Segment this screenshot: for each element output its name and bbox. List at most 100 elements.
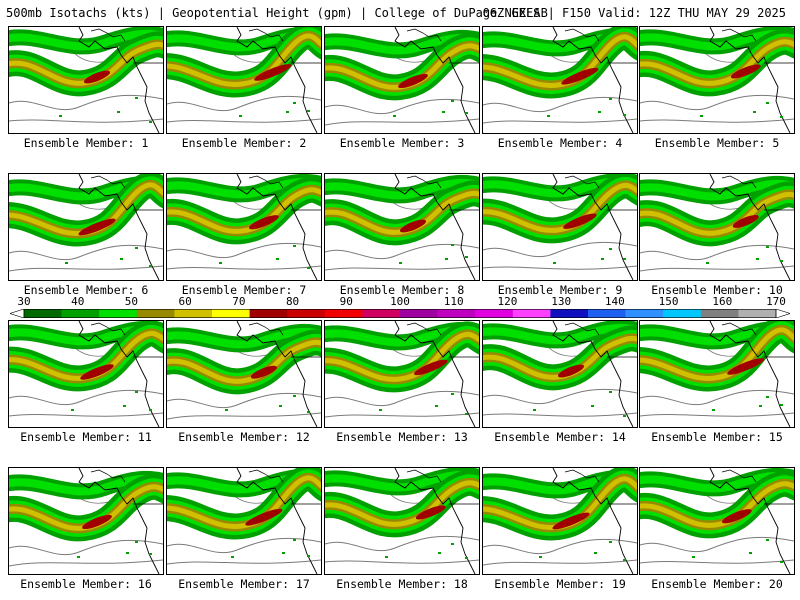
- isotach-map: [483, 174, 637, 280]
- height-contour: [483, 241, 637, 258]
- isotach-speckle: [759, 405, 762, 407]
- height-contour: [167, 392, 321, 409]
- colorbar-min-arrow: [10, 309, 25, 318]
- height-contour: [325, 559, 479, 564]
- height-contour: [483, 559, 637, 566]
- isotach-speckle: [623, 258, 626, 260]
- height-contour: [9, 412, 163, 417]
- height-contour: [9, 559, 163, 567]
- colorbar-segment: [99, 309, 138, 318]
- isotach-map: [640, 174, 794, 280]
- isotach-speckle: [766, 246, 769, 248]
- colorbar-tick-label: 60: [178, 295, 192, 308]
- jet-core: [721, 509, 752, 524]
- jet-core: [552, 512, 590, 530]
- jet-core: [248, 215, 279, 230]
- isotach-speckle: [609, 541, 612, 543]
- height-contour: [483, 265, 637, 270]
- height-contour: [325, 412, 479, 418]
- member-label: Ensemble Member: 17: [178, 577, 310, 591]
- coastline: [552, 468, 634, 574]
- coastline: [394, 174, 476, 280]
- isotach-speckle: [780, 561, 783, 563]
- map-panel: [166, 320, 322, 428]
- isotach-speckle: [609, 98, 612, 100]
- coastline: [709, 321, 791, 427]
- isotach-speckle: [120, 258, 123, 260]
- height-contour: [167, 242, 321, 259]
- isotach-speckle: [286, 111, 289, 113]
- coastline: [248, 322, 284, 336]
- ensemble-panel: Ensemble Member: 13: [324, 320, 480, 444]
- coastline: [721, 28, 757, 42]
- colorbar-segment: [61, 309, 100, 318]
- colorbar-tick-label: 120: [497, 295, 518, 308]
- isotach-map: [167, 174, 321, 280]
- isotach-speckle: [135, 97, 138, 99]
- isotach-speckle: [594, 552, 597, 554]
- height-contour: [640, 94, 794, 111]
- isotach-map: [325, 174, 479, 280]
- ensemble-panel: Ensemble Member: 8: [324, 173, 480, 297]
- isotach-speckle: [609, 391, 612, 393]
- isotach-speckle: [393, 115, 396, 117]
- coastline: [236, 321, 318, 427]
- map-panel: [8, 26, 164, 134]
- member-label: Ensemble Member: 4: [497, 136, 623, 150]
- isotach-speckle: [135, 541, 138, 543]
- jet-core: [78, 218, 116, 236]
- coastline: [90, 322, 126, 336]
- height-contour: [640, 244, 794, 261]
- isotach-speckle: [438, 552, 441, 554]
- member-label: Ensemble Member: 16: [20, 577, 152, 591]
- height-contour: [640, 118, 794, 123]
- isotach-speckle: [442, 111, 445, 113]
- colorbar-tick-label: 150: [658, 295, 679, 308]
- colorbar-segment: [550, 309, 589, 318]
- ensemble-panel: Ensemble Member: 5: [639, 26, 795, 150]
- jet-core: [83, 70, 111, 84]
- member-label: Ensemble Member: 3: [339, 136, 465, 150]
- member-label: Ensemble Member: 15: [651, 430, 783, 444]
- jet-core: [80, 364, 114, 380]
- ensemble-panel: Ensemble Member: 17: [166, 467, 322, 591]
- map-panel: [8, 467, 164, 575]
- ensemble-panel: Ensemble Member: 12: [166, 320, 322, 444]
- coastline: [406, 175, 442, 189]
- coastline: [564, 322, 600, 336]
- colorbar-tick-label: 170: [766, 295, 786, 308]
- isotach-speckle: [293, 539, 296, 541]
- height-contour: [9, 94, 163, 111]
- coastline: [90, 469, 126, 483]
- coastline: [406, 469, 442, 483]
- coastline: [709, 27, 791, 133]
- colorbar-segment: [362, 309, 401, 318]
- ensemble-panel: Ensemble Member: 16: [8, 467, 164, 591]
- ensemble-panel: Ensemble Member: 6: [8, 173, 164, 297]
- coastline: [248, 28, 284, 42]
- isotach-speckle: [385, 556, 388, 558]
- colorbar-segment: [324, 309, 363, 318]
- coastline: [90, 175, 126, 189]
- isotach-speckle: [598, 111, 601, 113]
- height-contour: [640, 536, 794, 553]
- coastline: [394, 468, 476, 574]
- isotach-speckle: [135, 391, 138, 393]
- ensemble-panel: Ensemble Member: 10: [639, 173, 795, 297]
- ensemble-panel: Ensemble Member: 15: [639, 320, 795, 444]
- height-contour: [167, 537, 321, 554]
- isotach-map: [9, 174, 163, 280]
- height-contour: [640, 265, 794, 272]
- map-panel: [639, 26, 795, 134]
- member-label: Ensemble Member: 1: [23, 136, 149, 150]
- colorbar-tick-label: 80: [285, 295, 300, 308]
- jet-core: [557, 364, 585, 378]
- isotach-speckle: [756, 258, 759, 260]
- isotach-speckle: [601, 258, 604, 260]
- colorbar-tick-label: 50: [124, 295, 139, 308]
- isotach-speckle: [219, 262, 222, 264]
- coastline: [248, 469, 284, 483]
- coastline: [394, 27, 476, 133]
- ensemble-panel: Ensemble Member: 2: [166, 26, 322, 150]
- map-panel: [639, 467, 795, 575]
